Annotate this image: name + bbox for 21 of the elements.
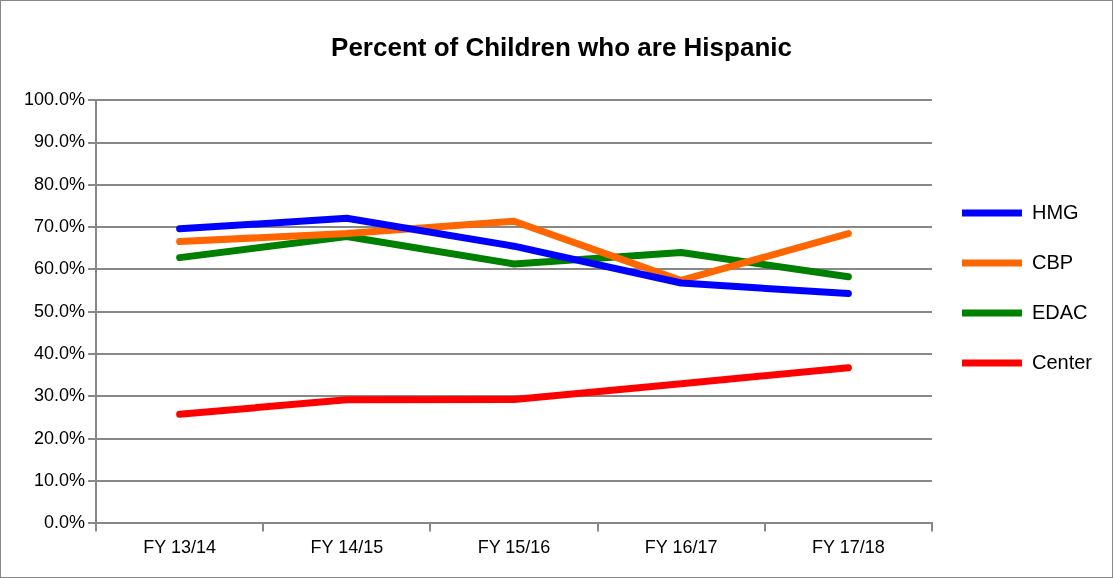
- x-tick-label: FY 15/16: [477, 537, 551, 558]
- y-tick-label: 40.0%: [34, 343, 86, 364]
- legend-label: EDAC: [1031, 300, 1088, 323]
- y-tick-label: 90.0%: [34, 131, 86, 152]
- y-tick-label: 0.0%: [44, 512, 86, 533]
- y-tick-label: 100.0%: [23, 89, 86, 110]
- y-tick-label: 50.0%: [34, 300, 86, 321]
- legend-label: CBP: [1031, 250, 1074, 273]
- x-tick-label: FY 16/17: [644, 537, 718, 558]
- x-tick-label: FY 17/18: [812, 537, 885, 558]
- legend-label: Center: [1031, 350, 1093, 373]
- y-tick-label: 80.0%: [34, 173, 86, 194]
- x-tick-label: FY 14/15: [310, 537, 384, 558]
- y-tick-label: 10.0%: [34, 470, 86, 491]
- y-tick-label: 30.0%: [34, 385, 86, 406]
- legend-label: HMG: [1031, 200, 1079, 223]
- y-tick-label: 70.0%: [34, 216, 86, 237]
- x-tick-label: FY 13/14: [143, 537, 217, 558]
- chart-title: Percent of Children who are Hispanic: [331, 31, 792, 62]
- y-tick-label: 60.0%: [34, 258, 86, 279]
- y-tick-label: 20.0%: [34, 427, 86, 448]
